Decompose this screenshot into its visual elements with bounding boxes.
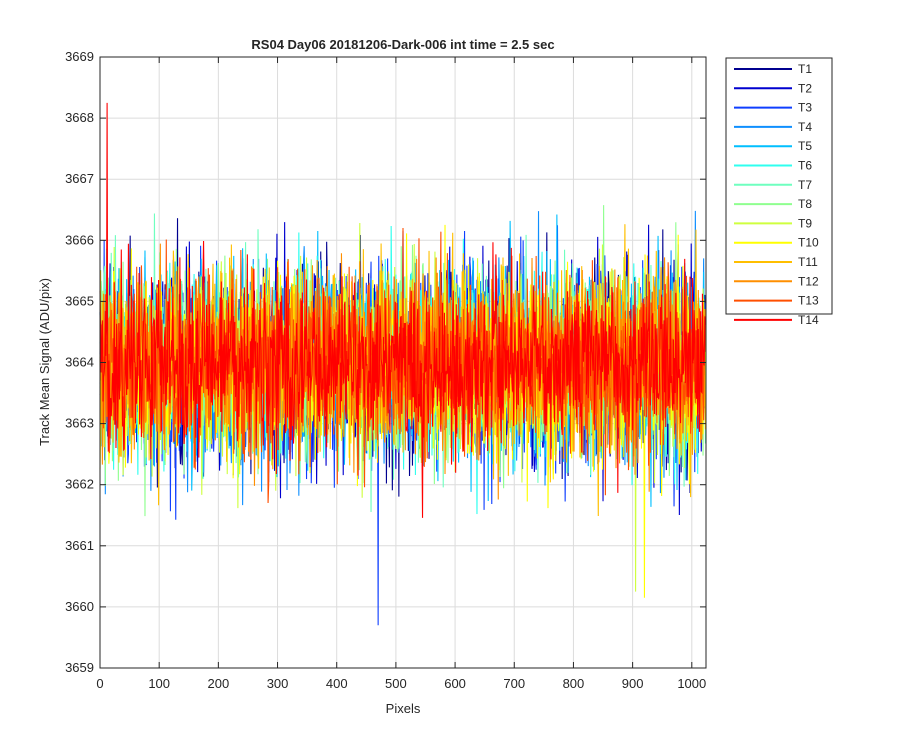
x-tick-label: 200 [208, 676, 230, 691]
legend-label: T4 [798, 120, 812, 134]
y-axis-label: Track Mean Signal (ADU/pix) [37, 278, 52, 446]
legend-label: T7 [798, 178, 812, 192]
y-tick-label: 3668 [65, 110, 94, 125]
y-tick-label: 3660 [65, 599, 94, 614]
legend-label: T2 [798, 81, 812, 95]
legend-label: T1 [798, 62, 812, 76]
x-tick-label: 600 [444, 676, 466, 691]
legend-box [725, 57, 833, 315]
legend-label: T13 [798, 294, 819, 308]
y-tick-label: 3666 [65, 232, 94, 247]
series-lines [99, 102, 706, 626]
y-tick-label: 3661 [65, 538, 94, 553]
x-axis-label: Pixels [386, 701, 421, 716]
x-tick-label: 1000 [677, 676, 706, 691]
x-tick-label: 500 [385, 676, 407, 691]
x-tick-label: 900 [622, 676, 644, 691]
legend-label: T12 [798, 274, 819, 288]
legend-label: T11 [798, 255, 818, 269]
legend-label: T6 [798, 159, 812, 173]
axis-ticks: 0 100 200 300 400 500 600 700 800 900 1000 3659 3660… [65, 49, 706, 691]
legend-label: T5 [798, 139, 812, 153]
legend-label: T9 [798, 216, 812, 230]
y-tick-label: 3659 [65, 660, 94, 675]
chart-title: RS04 Day06 20181206-Dark-006 int time = … [251, 37, 554, 52]
y-tick-label: 3665 [65, 293, 94, 308]
x-tick-label: 800 [563, 676, 585, 691]
y-tick-label: 3664 [65, 355, 94, 370]
x-tick-label: 100 [148, 676, 170, 691]
legend-label: T10 [798, 236, 819, 250]
y-tick-label: 3662 [65, 477, 94, 492]
legend-label: T14 [798, 313, 819, 327]
y-tick-label: 3667 [65, 171, 94, 186]
y-tick-label: 3669 [65, 49, 94, 64]
x-tick-label: 400 [326, 676, 348, 691]
x-tick-label: 300 [267, 676, 289, 691]
legend-label: T8 [798, 197, 812, 211]
legend-label: T3 [798, 101, 812, 115]
series-line-t14 [99, 102, 706, 518]
x-tick-label: 700 [503, 676, 525, 691]
legend: T1 T2 T3 T4 T5 T6 T7 T8 T9 T10 T11 T12 T13 T14 [725, 57, 833, 327]
y-tick-label: 3663 [65, 416, 94, 431]
x-tick-label: 0 [96, 676, 103, 691]
